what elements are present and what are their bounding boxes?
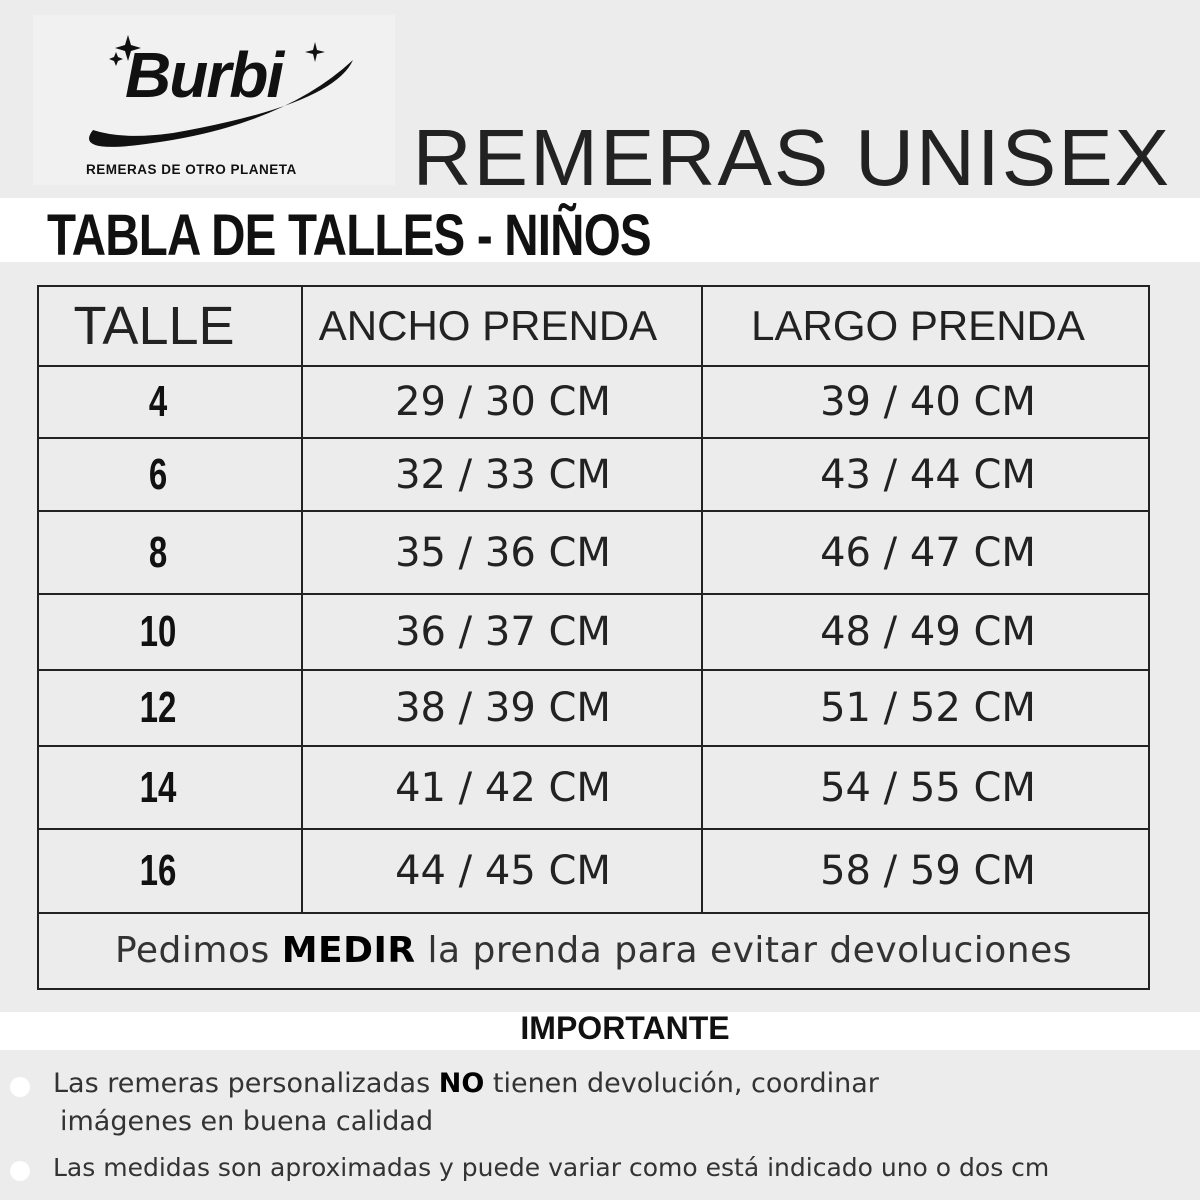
largo-cell: 46 / 47 CM [820, 529, 1036, 576]
size-cell: 6 [148, 449, 168, 499]
bullet-icon [10, 1161, 30, 1181]
header-largo: LARGO PRENDA [751, 302, 1085, 349]
ancho-cell: 38 / 39 CM [395, 685, 611, 731]
ancho-cell: 44 / 45 CM [395, 848, 611, 894]
note-text-end: la prenda para evitar devoluciones [415, 929, 1073, 971]
measure-note: Pedimos MEDIR la prenda para evitar devo… [39, 912, 1148, 988]
ancho-cell: 41 / 42 CM [395, 764, 611, 811]
size-cell: 16 [139, 846, 177, 895]
bullet-icon [10, 1077, 30, 1097]
size-cell: 8 [148, 527, 168, 577]
important-item-1-line2: imágenes en buena calidad [60, 1106, 434, 1137]
logo [33, 15, 395, 185]
largo-cell: 51 / 52 CM [820, 685, 1036, 731]
note-bold: MEDIR [281, 929, 416, 971]
note-text: Pedimos [114, 929, 282, 971]
largo-cell: 39 / 40 CM [820, 379, 1036, 425]
header-talle: TALLE [73, 296, 235, 356]
ancho-cell: 29 / 30 CM [395, 379, 611, 425]
subtitle: TABLA DE TALLES - NIÑOS [47, 203, 652, 268]
size-cell: 4 [148, 377, 168, 426]
ancho-cell: 35 / 36 CM [395, 529, 611, 576]
ancho-cell: 36 / 37 CM [395, 609, 611, 655]
size-table: TALLE ANCHO PRENDA LARGO PRENDA 4 29 / 30… [37, 285, 1150, 990]
size-cell: 10 [139, 607, 177, 656]
brand-name: Burbi [125, 39, 284, 111]
largo-cell: 43 / 44 CM [820, 451, 1036, 498]
header-ancho: ANCHO PRENDA [318, 302, 658, 349]
subtitle-band [0, 198, 1200, 262]
important-heading: IMPORTANTE [520, 1010, 730, 1046]
size-cell: 12 [139, 683, 177, 732]
largo-cell: 54 / 55 CM [820, 764, 1036, 811]
important-item-2: Las medidas son aproximadas y puede vari… [53, 1153, 1050, 1182]
tagline: REMERAS DE OTRO PLANETA [86, 162, 297, 177]
important-item-1: Las remeras personalizadas NO tienen dev… [53, 1068, 879, 1099]
size-cell: 14 [139, 762, 177, 812]
largo-cell: 48 / 49 CM [820, 609, 1036, 655]
page-title: REMERAS UNISEX [412, 113, 1172, 202]
ancho-cell: 32 / 33 CM [395, 451, 611, 498]
logo-swoosh-icon [89, 35, 353, 147]
largo-cell: 58 / 59 CM [820, 848, 1036, 894]
important-band [0, 1012, 1200, 1050]
